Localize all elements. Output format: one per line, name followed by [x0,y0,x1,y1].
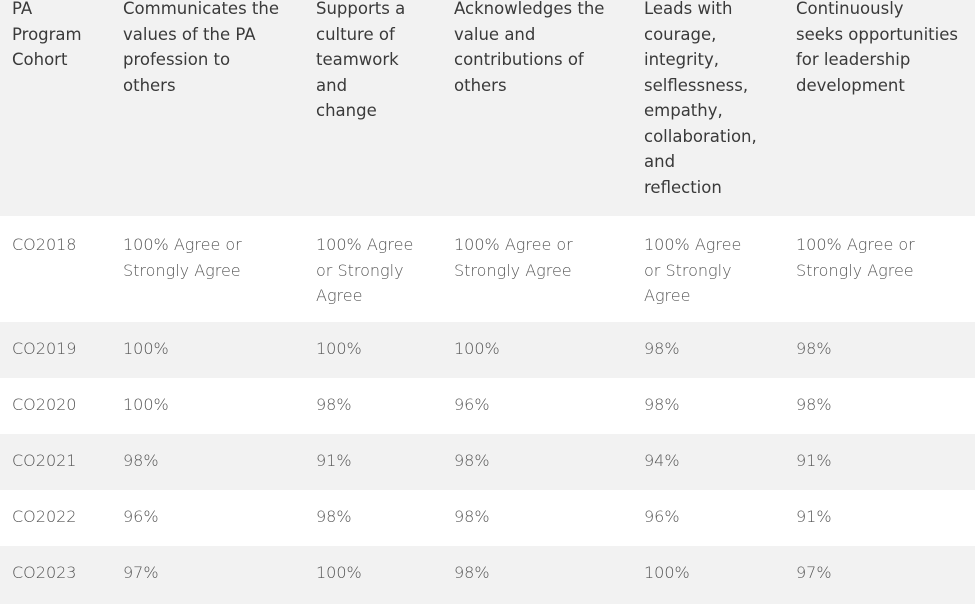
value-cell: 98% [123,451,159,470]
value-cell: 96% [123,507,159,526]
table-row: CO2022 96% 98% 98% 96% 91% [0,490,975,546]
cohort-cell: CO2019 [12,339,77,358]
value-cell: 98% [316,507,352,526]
value-cell: 100% Agree or Strongly Agree [644,235,742,305]
cohort-cell: CO2023 [12,563,77,582]
value-cell: 98% [644,339,680,358]
header-cell-leadership-development: Continuously seeks opportunities for lea… [796,0,958,95]
value-cell: 98% [316,395,352,414]
value-cell: 100% Agree or Strongly Agree [454,235,573,280]
value-cell: 94% [644,451,680,470]
value-cell: 97% [796,563,832,582]
value-cell: 96% [454,395,490,414]
value-cell: 97% [123,563,159,582]
table-row: CO2019 100% 100% 100% 98% 98% [0,322,975,378]
value-cell: 100% Agree or Strongly Agree [316,235,414,305]
cohort-cell: CO2022 [12,507,77,526]
value-cell: 98% [454,507,490,526]
cohort-cell: CO2020 [12,395,77,414]
value-cell: 100% [123,395,169,414]
value-cell: 100% [644,563,690,582]
value-cell: 96% [644,507,680,526]
header-cell-cohort: PA Program Cohort [12,0,82,69]
value-cell: 100% [123,339,169,358]
header-cell-supports-teamwork: Supports a culture of teamwork and chang… [316,0,406,120]
value-cell: 100% [316,339,362,358]
value-cell: 91% [796,451,832,470]
table-header-row: PA Program Cohort Communicates the value… [0,0,975,216]
table-row: CO2021 98% 91% 98% 94% 91% [0,434,975,490]
value-cell: 91% [316,451,352,470]
value-cell: 98% [796,339,832,358]
value-cell: 100% Agree or Strongly Agree [796,235,915,280]
value-cell: 98% [454,451,490,470]
value-cell: 100% [454,339,500,358]
value-cell: 98% [454,563,490,582]
value-cell: 91% [796,507,832,526]
table-row: CO2018 100% Agree or Strongly Agree 100%… [0,216,975,322]
value-cell: 98% [796,395,832,414]
header-cell-communicates-values: Communicates the values of the PA profes… [123,0,279,95]
cohort-cell: CO2018 [12,235,77,254]
table-row: CO2023 97% 100% 98% 100% 97% [0,546,975,604]
value-cell: 98% [644,395,680,414]
header-cell-acknowledges-contributions: Acknowledges the value and contributions… [454,0,605,95]
value-cell: 100% [316,563,362,582]
cohort-cell: CO2021 [12,451,77,470]
header-cell-leads-with-courage: Leads with courage, integrity, selflessn… [644,0,757,197]
table-row: CO2020 100% 98% 96% 98% 98% [0,378,975,434]
value-cell: 100% Agree or Strongly Agree [123,235,242,280]
